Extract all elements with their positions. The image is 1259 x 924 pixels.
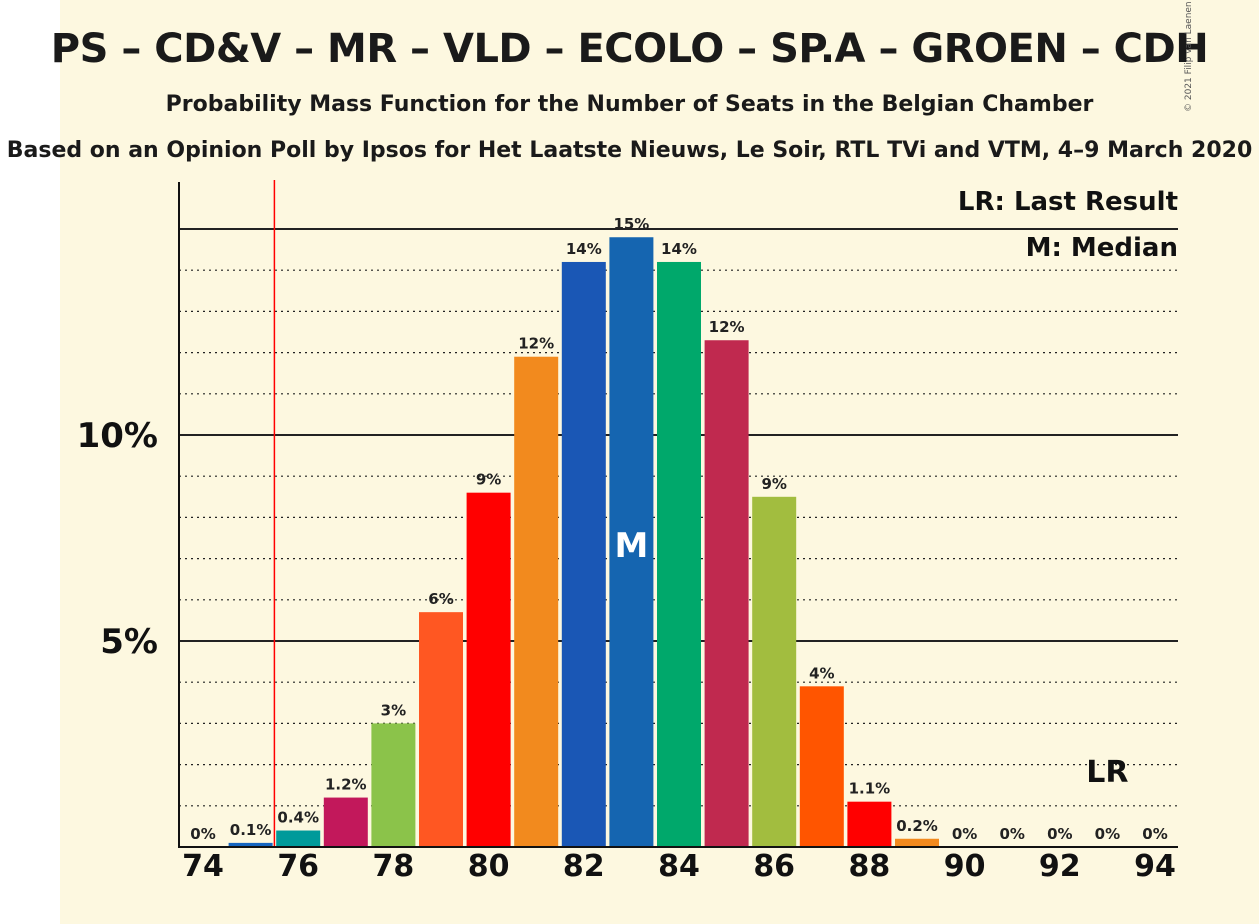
bar-value-label: 15% bbox=[613, 215, 649, 233]
bar-84 bbox=[657, 261, 701, 848]
bar-value-label: 9% bbox=[761, 475, 786, 493]
bar-value-label: 0% bbox=[190, 825, 215, 843]
bar-value-label: 3% bbox=[381, 701, 406, 719]
bar-value-label: 0% bbox=[952, 825, 977, 843]
axes: 5% 10% 74 76 78 80 82 84 86 88 90 92 94 M LR bbox=[77, 180, 1178, 884]
y-tick-label: 10% bbox=[77, 416, 158, 456]
x-tick-label: 74 bbox=[182, 849, 224, 884]
median-marker: M bbox=[614, 526, 648, 566]
bar-value-label: 14% bbox=[661, 240, 697, 258]
bar-82 bbox=[561, 261, 606, 848]
bar-value-label: 6% bbox=[428, 590, 453, 608]
bar-value-label: 12% bbox=[518, 335, 554, 353]
bar-87 bbox=[799, 686, 844, 847]
bar-75 bbox=[228, 842, 273, 847]
bar-81 bbox=[514, 356, 559, 847]
x-tick-label: 76 bbox=[277, 849, 319, 884]
bar-value-label: 4% bbox=[809, 664, 834, 682]
bar-89 bbox=[895, 838, 939, 847]
bar-85 bbox=[704, 340, 749, 847]
bar-88 bbox=[847, 801, 892, 847]
chart-title: PS – CD&V – MR – VLD – ECOLO – SP.A – GR… bbox=[50, 26, 1209, 72]
bar-76 bbox=[276, 830, 321, 847]
x-tick-label: 84 bbox=[658, 849, 700, 884]
x-tick-label: 78 bbox=[373, 849, 415, 884]
bar-value-label: 0% bbox=[1142, 825, 1167, 843]
bar-77 bbox=[323, 797, 368, 847]
last-result-marker: LR bbox=[1086, 755, 1128, 790]
y-tick-label: 5% bbox=[100, 622, 158, 662]
x-tick-label: 86 bbox=[753, 849, 795, 884]
bar-value-label: 0.4% bbox=[277, 809, 319, 827]
bar-value-label: 12% bbox=[709, 318, 745, 336]
bar-labels: 0% 0.1% 0.4% 1.2% 3% 6% 9% 12% 14% 15% 14% 12% 9% 4% 1… bbox=[190, 215, 1167, 843]
x-tick-label: 88 bbox=[849, 849, 891, 884]
x-tick-label: 90 bbox=[944, 849, 986, 884]
bar-79 bbox=[419, 612, 463, 847]
bar-80 bbox=[466, 492, 511, 847]
bar-value-label: 0.2% bbox=[896, 817, 938, 835]
bar-86 bbox=[752, 496, 797, 847]
bar-value-label: 1.2% bbox=[325, 776, 367, 794]
bar-value-label: 0.1% bbox=[230, 821, 272, 839]
x-tick-label: 82 bbox=[563, 849, 605, 884]
bar-value-label: 1.1% bbox=[849, 780, 891, 798]
legend-last-result: LR: Last Result bbox=[958, 187, 1178, 217]
bar-value-label: 0% bbox=[1047, 825, 1072, 843]
chart-subtitle: Probability Mass Function for the Number… bbox=[165, 92, 1094, 117]
bars bbox=[228, 237, 939, 848]
x-tick-label: 92 bbox=[1039, 849, 1081, 884]
bar-78 bbox=[371, 723, 416, 847]
bar-value-label: 9% bbox=[476, 471, 501, 489]
bar-83 bbox=[609, 237, 654, 848]
x-tick-label: 80 bbox=[468, 849, 510, 884]
chart-source: Based on an Opinion Poll by Ipsos for He… bbox=[6, 138, 1253, 163]
bar-value-label: 0% bbox=[1095, 825, 1120, 843]
legend-median: M: Median bbox=[1026, 233, 1178, 263]
x-tick-label: 94 bbox=[1134, 849, 1176, 884]
bar-value-label: 14% bbox=[566, 240, 602, 258]
bar-value-label: 0% bbox=[999, 825, 1024, 843]
